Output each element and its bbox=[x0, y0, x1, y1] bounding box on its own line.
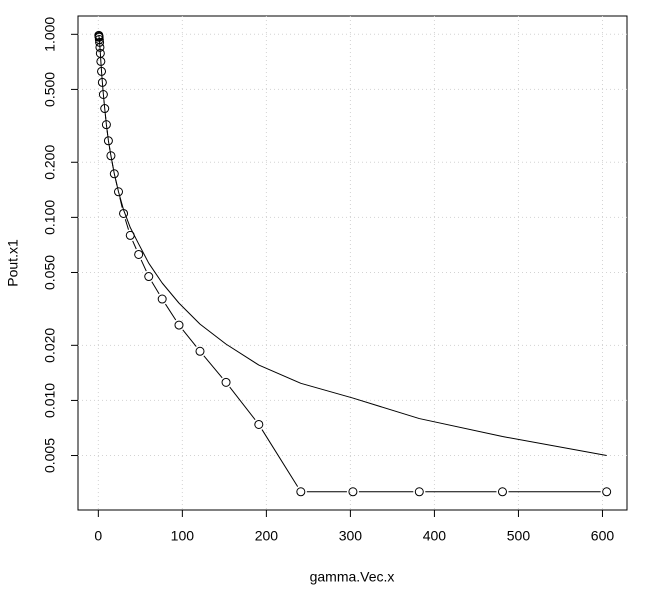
point bbox=[195, 346, 205, 356]
y-tick-label: 0.005 bbox=[42, 438, 58, 473]
series-line bbox=[98, 35, 607, 457]
point bbox=[134, 249, 144, 259]
point bbox=[254, 419, 264, 429]
y-tick-label: 0.020 bbox=[42, 328, 58, 363]
point bbox=[174, 320, 184, 330]
point bbox=[106, 151, 116, 161]
x-tick-label: 600 bbox=[591, 528, 615, 544]
point bbox=[602, 487, 612, 497]
x-tick-label: 200 bbox=[255, 528, 279, 544]
plot-box bbox=[77, 15, 628, 511]
x-tick-label: 300 bbox=[339, 528, 363, 544]
point bbox=[497, 487, 507, 497]
x-tick-label: 0 bbox=[94, 528, 102, 544]
point bbox=[144, 272, 154, 282]
point bbox=[296, 487, 306, 497]
x-axis-label: gamma.Vec.x bbox=[310, 569, 395, 585]
y-tick-label: 0.500 bbox=[42, 72, 58, 107]
series-line bbox=[102, 88, 601, 493]
point bbox=[221, 377, 231, 387]
x-tick-label: 500 bbox=[507, 528, 531, 544]
y-tick-label: 0.100 bbox=[42, 200, 58, 235]
point bbox=[157, 294, 167, 304]
x-tick-label: 100 bbox=[171, 528, 195, 544]
x-tick-label: 400 bbox=[423, 528, 447, 544]
point bbox=[113, 187, 123, 197]
y-axis-label: Pout.x1 bbox=[5, 239, 21, 287]
y-tick-label: 0.050 bbox=[42, 255, 58, 290]
point bbox=[414, 487, 424, 497]
point bbox=[109, 169, 119, 179]
point bbox=[348, 487, 358, 497]
y-tick-label: 0.010 bbox=[42, 383, 58, 418]
y-tick-label: 0.200 bbox=[42, 145, 58, 180]
y-tick-label: 1.000 bbox=[42, 17, 58, 52]
